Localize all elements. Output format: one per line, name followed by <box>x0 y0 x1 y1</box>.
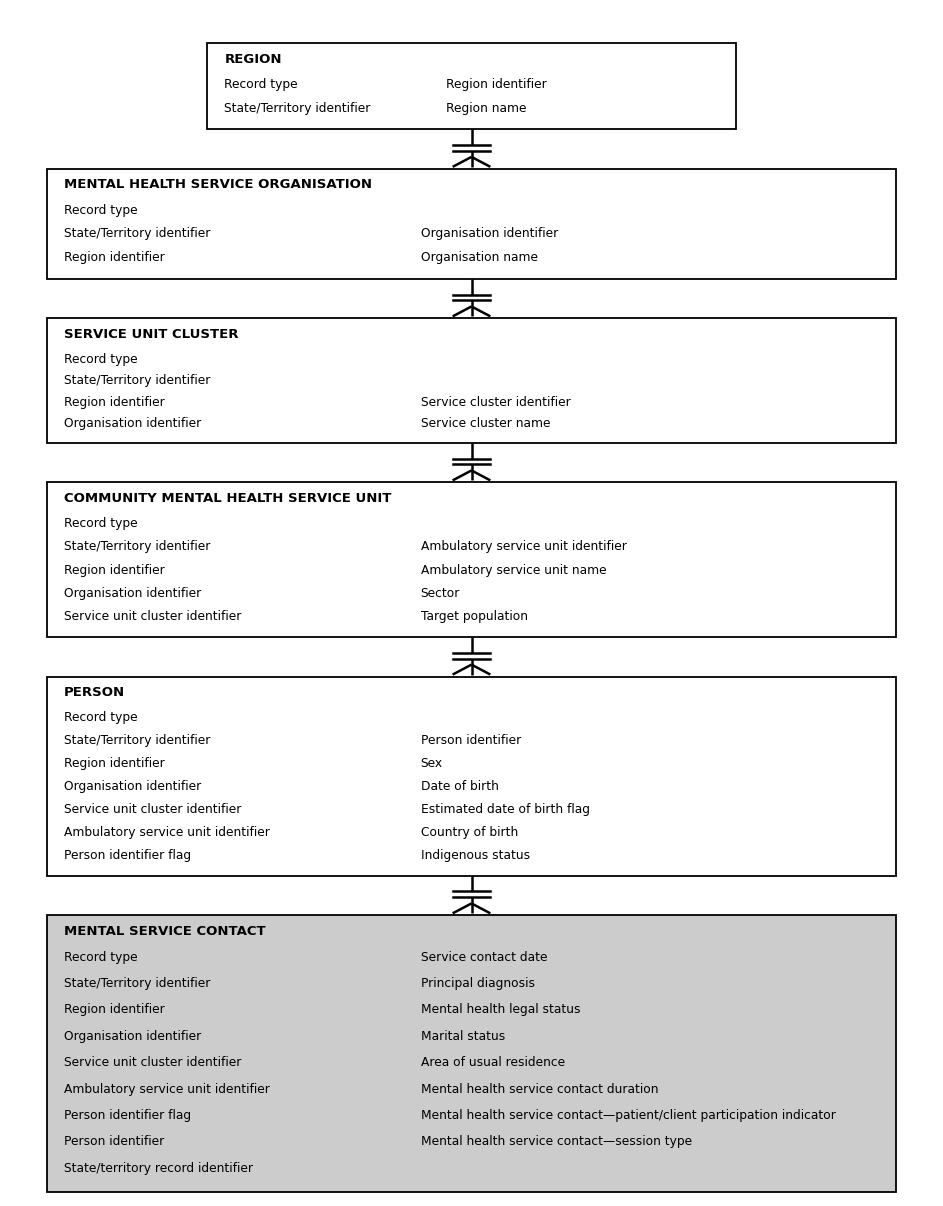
Text: Ambulatory service unit identifier: Ambulatory service unit identifier <box>421 540 626 554</box>
Text: Estimated date of birth flag: Estimated date of birth flag <box>421 803 593 816</box>
Text: Service contact date: Service contact date <box>421 950 547 964</box>
Text: Principal diagnosis: Principal diagnosis <box>421 977 535 990</box>
Text: REGION: REGION <box>224 53 282 66</box>
Text: State/Territory identifier: State/Territory identifier <box>224 101 371 115</box>
Text: MENTAL HEALTH SERVICE ORGANISATION: MENTAL HEALTH SERVICE ORGANISATION <box>64 178 372 192</box>
Text: Region identifier: Region identifier <box>64 563 165 576</box>
Text: Target population: Target population <box>421 610 527 622</box>
Text: State/Territory identifier: State/Territory identifier <box>64 374 210 387</box>
Text: Ambulatory service unit identifier: Ambulatory service unit identifier <box>64 1083 270 1096</box>
Text: Record type: Record type <box>64 353 138 365</box>
Text: Region name: Region name <box>446 101 527 115</box>
Text: Record type: Record type <box>64 950 138 964</box>
Text: Indigenous status: Indigenous status <box>421 849 530 862</box>
Text: Record type: Record type <box>64 712 138 725</box>
Text: Organisation identifier: Organisation identifier <box>421 228 558 240</box>
Text: Person identifier flag: Person identifier flag <box>64 849 191 862</box>
Text: Organisation identifier: Organisation identifier <box>64 780 202 794</box>
Text: Service unit cluster identifier: Service unit cluster identifier <box>64 610 241 622</box>
Text: COMMUNITY MENTAL HEALTH SERVICE UNIT: COMMUNITY MENTAL HEALTH SERVICE UNIT <box>64 492 391 505</box>
Bar <box>47 169 896 279</box>
Text: Marital status: Marital status <box>421 1030 505 1043</box>
Bar <box>47 915 896 1192</box>
Text: Service cluster name: Service cluster name <box>421 417 550 431</box>
Text: Record type: Record type <box>224 78 298 92</box>
Text: SERVICE UNIT CLUSTER: SERVICE UNIT CLUSTER <box>64 328 239 341</box>
Text: Organisation identifier: Organisation identifier <box>64 586 202 599</box>
Text: Date of birth: Date of birth <box>421 780 499 794</box>
Text: Mental health service contact duration: Mental health service contact duration <box>421 1083 658 1096</box>
Bar <box>47 482 896 637</box>
Text: Region identifier: Region identifier <box>446 78 547 92</box>
Text: Mental health service contact—session type: Mental health service contact—session ty… <box>421 1136 692 1148</box>
Text: Area of usual residence: Area of usual residence <box>421 1056 565 1070</box>
Text: Person identifier: Person identifier <box>421 734 521 748</box>
Text: Record type: Record type <box>64 517 138 531</box>
Text: Region identifier: Region identifier <box>64 396 165 409</box>
Text: Record type: Record type <box>64 204 138 217</box>
Text: State/Territory identifier: State/Territory identifier <box>64 977 210 990</box>
Text: Person identifier: Person identifier <box>64 1136 164 1148</box>
Text: Country of birth: Country of birth <box>421 826 518 839</box>
Text: Organisation name: Organisation name <box>421 251 538 264</box>
Text: Region identifier: Region identifier <box>64 757 165 771</box>
Text: Region identifier: Region identifier <box>64 1003 165 1017</box>
Bar <box>47 677 896 876</box>
Text: State/Territory identifier: State/Territory identifier <box>64 228 210 240</box>
Text: State/territory record identifier: State/territory record identifier <box>64 1161 253 1175</box>
Text: Ambulatory service unit identifier: Ambulatory service unit identifier <box>64 826 270 839</box>
Text: State/Territory identifier: State/Territory identifier <box>64 540 210 554</box>
Text: Mental health service contact—patient/client participation indicator: Mental health service contact—patient/cl… <box>421 1110 835 1122</box>
Text: Service unit cluster identifier: Service unit cluster identifier <box>64 1056 241 1070</box>
Text: Service unit cluster identifier: Service unit cluster identifier <box>64 803 241 816</box>
Text: Region identifier: Region identifier <box>64 251 165 264</box>
Text: Person identifier flag: Person identifier flag <box>64 1110 191 1122</box>
Text: Sex: Sex <box>421 757 442 771</box>
Text: Sector: Sector <box>421 586 460 599</box>
Text: Service cluster identifier: Service cluster identifier <box>421 396 571 409</box>
Text: Organisation identifier: Organisation identifier <box>64 417 202 431</box>
Bar <box>207 43 736 129</box>
Text: PERSON: PERSON <box>64 686 125 699</box>
Text: Ambulatory service unit name: Ambulatory service unit name <box>421 563 606 576</box>
Text: Mental health legal status: Mental health legal status <box>421 1003 580 1017</box>
Text: State/Territory identifier: State/Territory identifier <box>64 734 210 748</box>
Bar <box>47 318 896 443</box>
Text: MENTAL SERVICE CONTACT: MENTAL SERVICE CONTACT <box>64 925 266 938</box>
Text: Organisation identifier: Organisation identifier <box>64 1030 202 1043</box>
